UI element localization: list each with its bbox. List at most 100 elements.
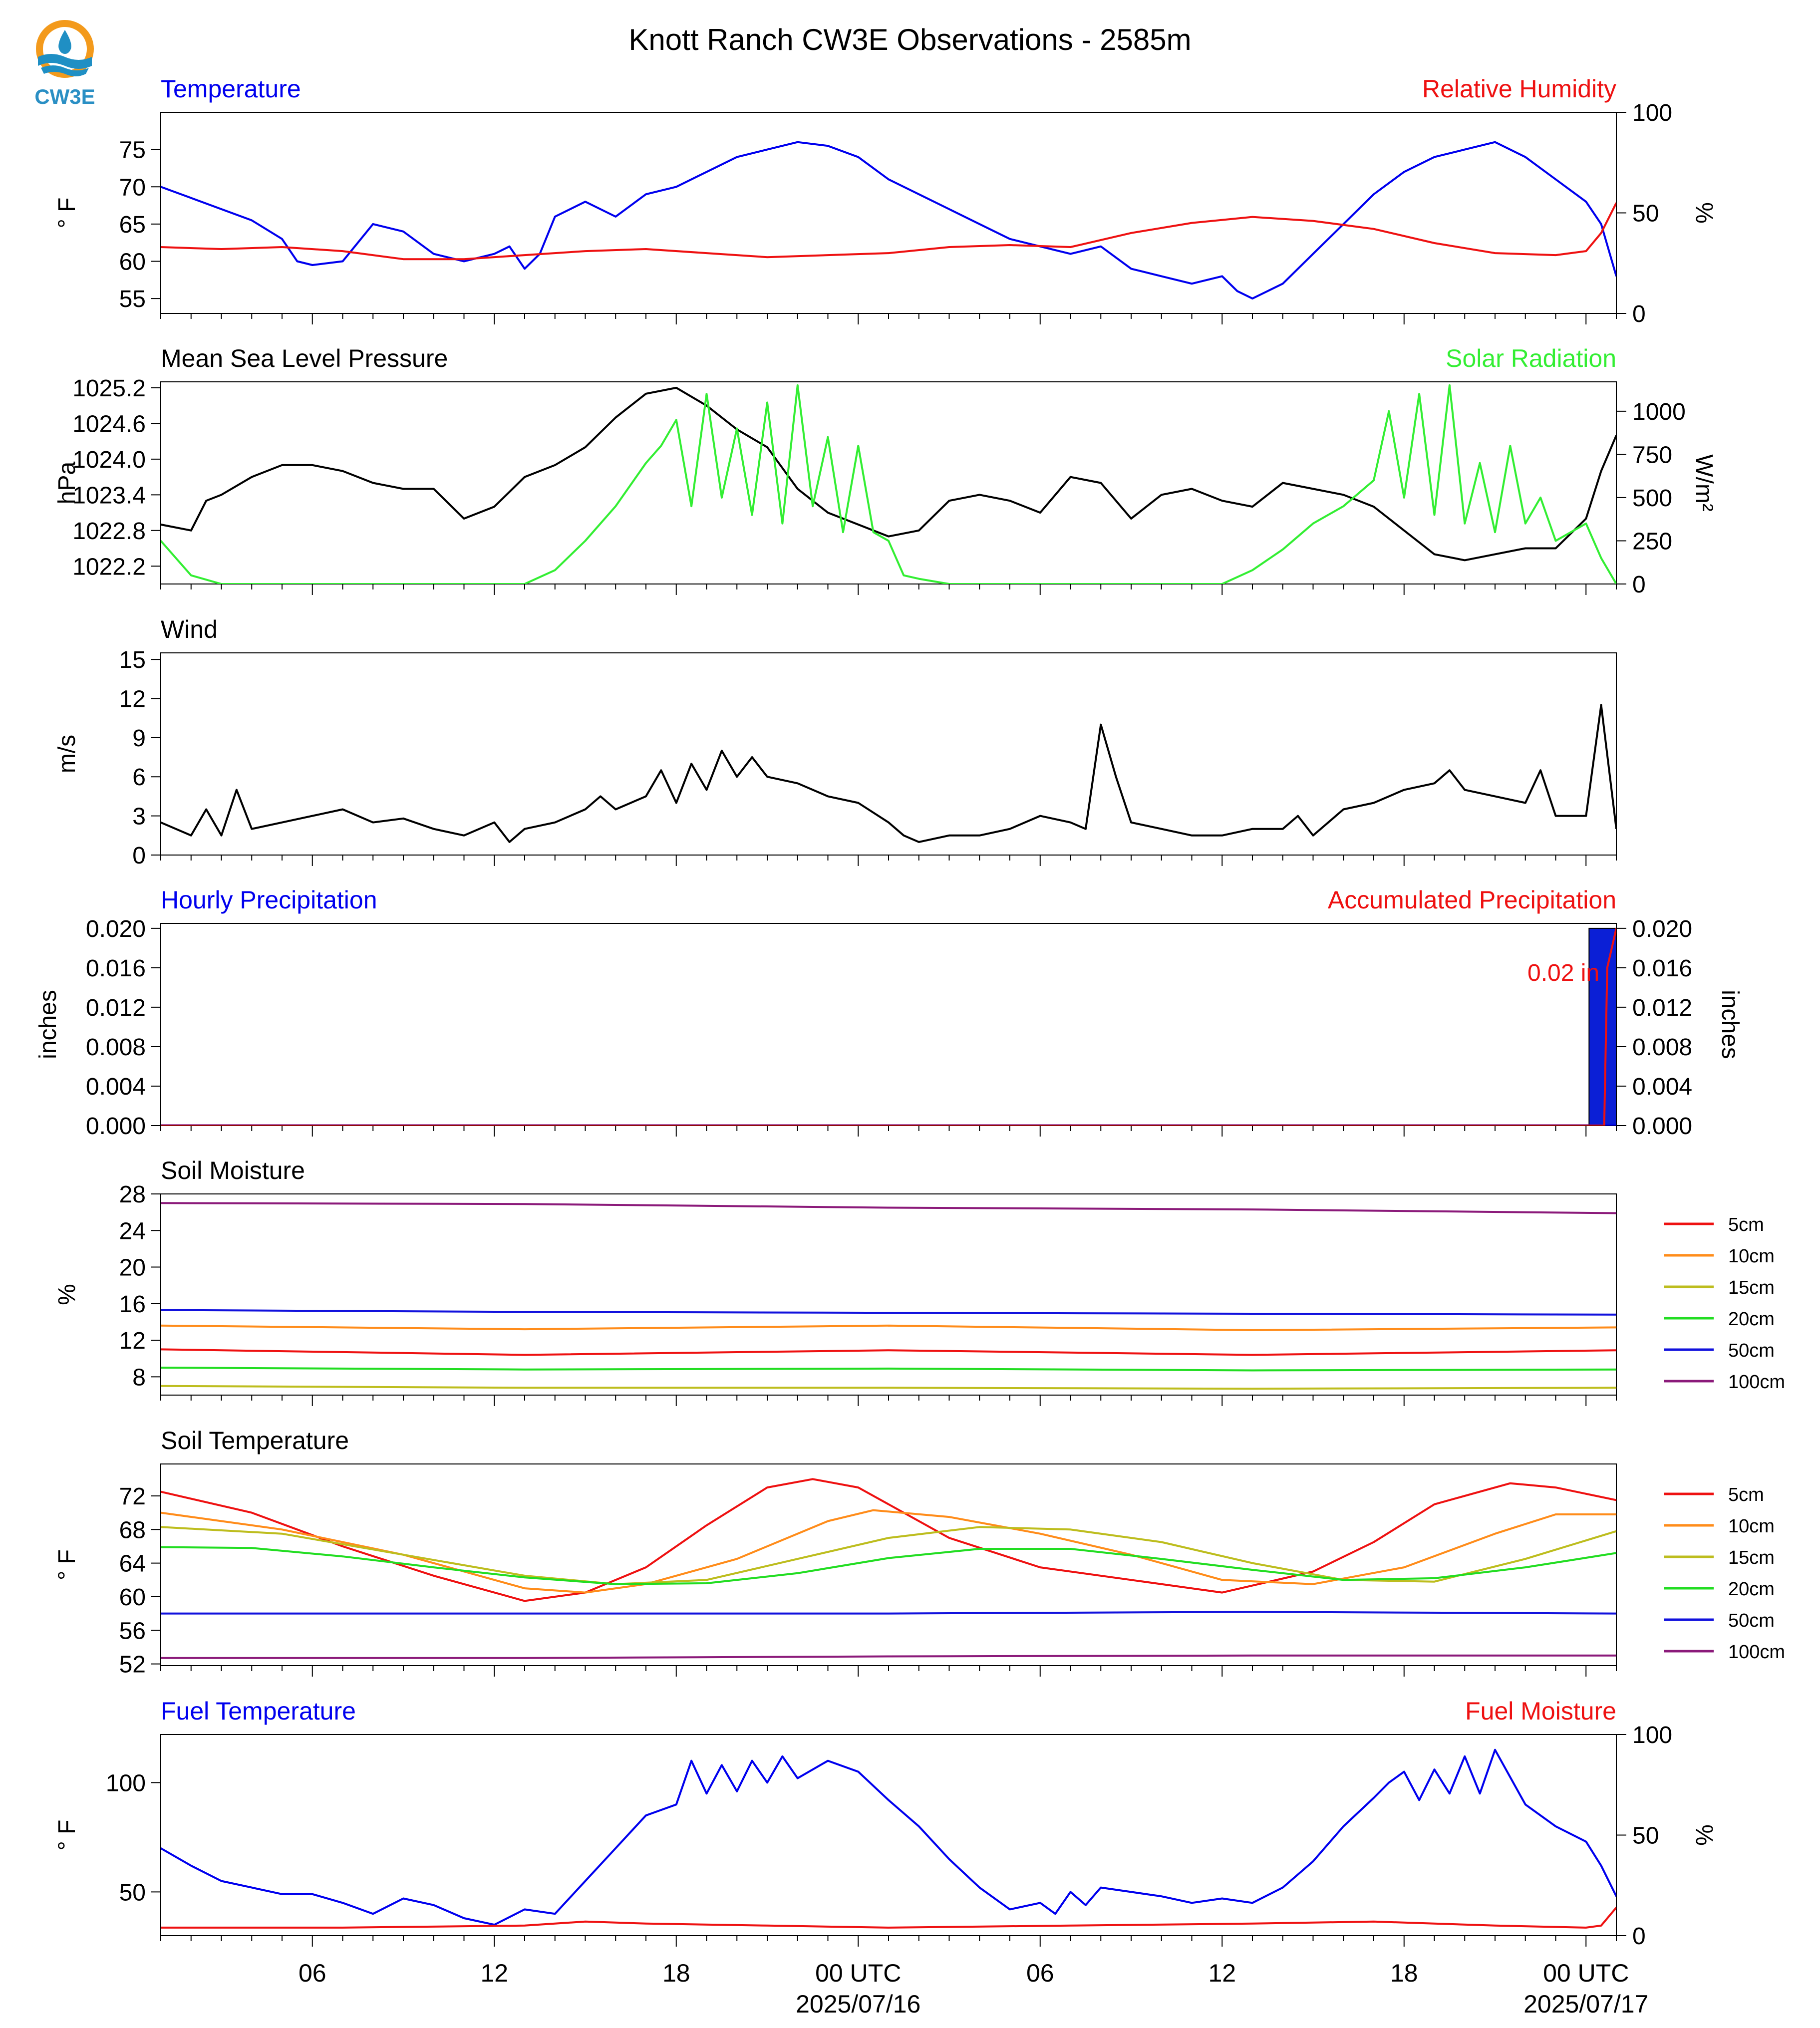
y-right-tick-label: 100: [1632, 100, 1672, 126]
panel-title-right: Relative Humidity: [1422, 75, 1616, 103]
y-tick-label: 0.000: [86, 1113, 146, 1140]
panel-title-right: Solar Radiation: [1446, 344, 1616, 372]
y-tick-label: 16: [119, 1291, 146, 1318]
panel-title-left: Temperature: [161, 75, 301, 103]
y-right-axis-label: %: [1691, 1824, 1717, 1846]
y-axis-label: inches: [35, 990, 61, 1059]
accumulated-line: [161, 928, 1616, 1126]
plot-frame: [160, 112, 1617, 314]
legend-label: 5cm: [1728, 1484, 1764, 1505]
y-tick-label: 0.012: [86, 995, 146, 1021]
legend: 5cm 10cm 15cm 20cm 50cm 100cm: [1664, 1214, 1785, 1393]
y-tick-label: 1023.4: [72, 482, 146, 509]
figure-title: Knott Ranch CW3E Observations - 2585m: [628, 23, 1191, 56]
y-tick-label: 28: [119, 1181, 146, 1208]
panel-wind: Wind 0 3 6 9 12 15 m/s: [54, 615, 1617, 869]
y-tick-label: 6: [132, 764, 146, 791]
panel-mslp_solar: Mean Sea Level Pressure Solar Radiation 10…: [54, 344, 1717, 598]
y-axis-label: %: [54, 1284, 80, 1305]
plot-area: [161, 1478, 1616, 1659]
y-right-axis-label: %: [1691, 202, 1717, 224]
y-tick-label: 1022.2: [72, 554, 146, 580]
y-axis-label: ° F: [54, 1820, 80, 1851]
x-tick-label: 18: [1390, 1959, 1418, 1987]
y-tick-label: 1024.0: [72, 447, 146, 473]
series-line-100cm: [161, 1654, 1616, 1659]
plot-frame: [160, 652, 1617, 856]
plot-frame: [160, 1193, 1617, 1396]
x-tick-label: 12: [480, 1959, 508, 1987]
plot-frame: [160, 1734, 1617, 1936]
panel-title-left: Soil Moisture: [161, 1157, 305, 1184]
x-tick-label: 12: [1208, 1959, 1236, 1987]
legend-label: 20cm: [1728, 1579, 1775, 1600]
y-right-tick-label: 0.016: [1632, 955, 1692, 982]
series-line-15cm: [161, 1385, 1616, 1390]
series-line-10cm: [161, 1324, 1616, 1331]
y-tick-label: 70: [119, 174, 146, 201]
panel-temp_rh: Temperature Relative Humidity 55 60 65 70 75 ° …: [54, 75, 1717, 327]
panel-soil_temp: Soil Temperature 52 56 60 64 68 72 ° F 5cm 10cm 15…: [54, 1427, 1785, 1678]
y-tick-label: 0.020: [86, 916, 146, 942]
series-line-0: [161, 386, 1616, 562]
cw3e-logo: CW3E: [31, 18, 106, 108]
droplet-icon: [58, 30, 71, 54]
y-tick-label: 12: [119, 686, 146, 712]
panel-fuel: Fuel Temperature Fuel Moisture 50 100 ° F 0 50…: [54, 1697, 1717, 2018]
y-right-tick-label: 0.020: [1632, 916, 1692, 942]
series-line-0: [161, 704, 1616, 843]
y-tick-label: 0: [132, 843, 146, 869]
y-axis-label: m/s: [54, 735, 80, 773]
y-tick-label: 0.004: [86, 1074, 146, 1100]
plot-area: [161, 1748, 1616, 1929]
x-tick-label: 06: [299, 1959, 326, 1987]
y-right-tick-label: 0.004: [1632, 1074, 1692, 1100]
series-line-0: [161, 1748, 1616, 1926]
plot-area: [161, 384, 1616, 584]
y-tick-label: 72: [119, 1483, 146, 1510]
y-tick-label: 64: [119, 1551, 146, 1577]
plot-frame: [160, 1463, 1617, 1666]
plot-area: [161, 1202, 1616, 1390]
plot-area: [161, 141, 1616, 300]
y-tick-label: 9: [132, 725, 146, 752]
y-right-tick-label: 0: [1632, 301, 1646, 327]
x-tick-label: 18: [662, 1959, 690, 1987]
panel-title-left: Soil Temperature: [161, 1427, 349, 1454]
plot-frame: [160, 923, 1617, 1126]
y-tick-label: 0.008: [86, 1034, 146, 1061]
x-tick-label: 00 UTC: [1543, 1959, 1629, 1987]
series-line-5cm: [161, 1348, 1616, 1356]
panel-title-left: Hourly Precipitation: [161, 886, 377, 914]
y-right-axis-label: inches: [1717, 990, 1743, 1059]
legend-label: 15cm: [1728, 1547, 1775, 1568]
panel-soil_moisture: Soil Moisture 8 12 16 20 24 28% 5cm 10cm 15cm 20cm…: [54, 1157, 1785, 1406]
y-tick-label: 1022.8: [72, 518, 146, 545]
plot-frame: [160, 381, 1617, 584]
y-tick-label: 56: [119, 1618, 146, 1644]
series-line-1: [161, 202, 1616, 261]
legend-label: 15cm: [1728, 1277, 1775, 1298]
panel-title-left: Fuel Temperature: [161, 1697, 356, 1725]
y-tick-label: 75: [119, 137, 146, 164]
y-axis-label: ° F: [54, 198, 80, 229]
y-tick-label: 50: [119, 1879, 146, 1906]
series-line-20cm: [161, 1367, 1616, 1372]
y-right-tick-label: 500: [1632, 485, 1672, 512]
logo-text: CW3E: [34, 85, 95, 108]
panel-precip: Hourly Precipitation Accumulated Precipit…: [35, 886, 1743, 1140]
y-tick-label: 1024.6: [72, 411, 146, 437]
series-line-15cm: [161, 1526, 1616, 1585]
y-tick-label: 55: [119, 286, 146, 312]
y-right-tick-label: 0: [1632, 572, 1646, 598]
y-axis-label: ° F: [54, 1549, 80, 1580]
legend-label: 20cm: [1728, 1309, 1775, 1330]
y-axis-label: hPa: [54, 461, 80, 504]
legend-label: 10cm: [1728, 1516, 1775, 1537]
x-date-label: 2025/07/17: [1523, 1990, 1648, 2018]
series-line-50cm: [161, 1309, 1616, 1316]
y-tick-label: 8: [132, 1364, 146, 1391]
y-tick-label: 3: [132, 804, 146, 830]
y-right-tick-label: 0.012: [1632, 995, 1692, 1021]
